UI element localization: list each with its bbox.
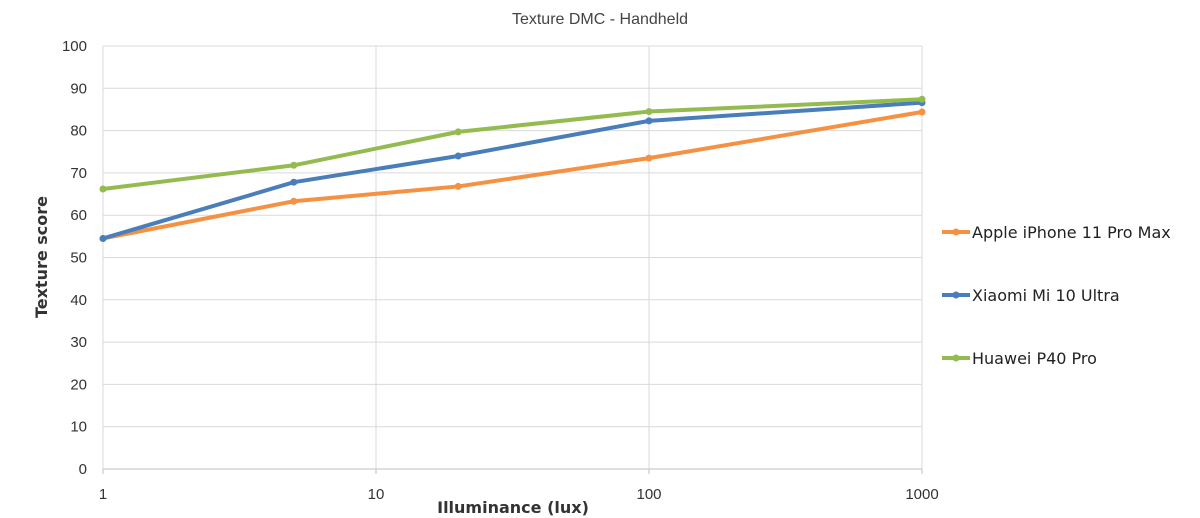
legend-item: Xiaomi Mi 10 Ultra xyxy=(942,286,1120,305)
x-axis-title: Illuminance (lux) xyxy=(437,498,589,517)
legend: Apple iPhone 11 Pro Max Xiaomi Mi 10 Ultr… xyxy=(942,223,1171,368)
series-2 xyxy=(99,95,926,193)
legend-swatch-marker xyxy=(952,354,960,362)
grid xyxy=(102,45,923,470)
y-tick-label: 20 xyxy=(70,376,87,393)
data-point xyxy=(918,108,926,116)
series-line xyxy=(101,100,924,241)
data-point xyxy=(918,95,926,103)
y-tick-label: 30 xyxy=(70,334,87,351)
data-point xyxy=(645,154,653,162)
x-tick-label: 1000 xyxy=(905,486,938,503)
data-point xyxy=(290,161,298,169)
series-1 xyxy=(99,99,926,242)
data-point xyxy=(290,178,298,186)
y-axis-title: Texture score xyxy=(32,196,51,318)
y-tick-label: 90 xyxy=(70,80,87,97)
data-point xyxy=(99,234,107,242)
data-point xyxy=(454,152,462,160)
legend-item: Apple iPhone 11 Pro Max xyxy=(942,223,1171,242)
legend-label: Apple iPhone 11 Pro Max xyxy=(972,223,1171,242)
legend-label: Xiaomi Mi 10 Ultra xyxy=(972,286,1120,305)
y-tick-label: 10 xyxy=(70,419,87,436)
legend-item: Huawei P40 Pro xyxy=(942,349,1097,368)
x-tick-label: 1 xyxy=(99,486,107,503)
data-point xyxy=(645,117,653,125)
y-tick-label: 80 xyxy=(70,123,87,140)
y-tick-label: 0 xyxy=(79,461,87,478)
data-point xyxy=(645,108,653,116)
y-tick-label: 40 xyxy=(70,292,87,309)
data-point xyxy=(290,197,298,205)
x-tick-label: 100 xyxy=(636,486,661,503)
x-tick-label: 10 xyxy=(368,486,385,503)
chart-title: Texture DMC - Handheld xyxy=(512,11,688,28)
y-tick-label: 50 xyxy=(70,250,87,267)
y-tick-label: 70 xyxy=(70,165,87,182)
data-point xyxy=(454,182,462,190)
data-point xyxy=(454,128,462,136)
data-point xyxy=(99,185,107,193)
legend-label: Huawei P40 Pro xyxy=(972,349,1097,368)
legend-swatch-marker xyxy=(952,291,960,299)
series-layer xyxy=(99,95,926,242)
y-tick-label: 60 xyxy=(70,207,87,224)
legend-swatch-marker xyxy=(952,228,960,236)
y-tick-label: 100 xyxy=(62,38,87,55)
